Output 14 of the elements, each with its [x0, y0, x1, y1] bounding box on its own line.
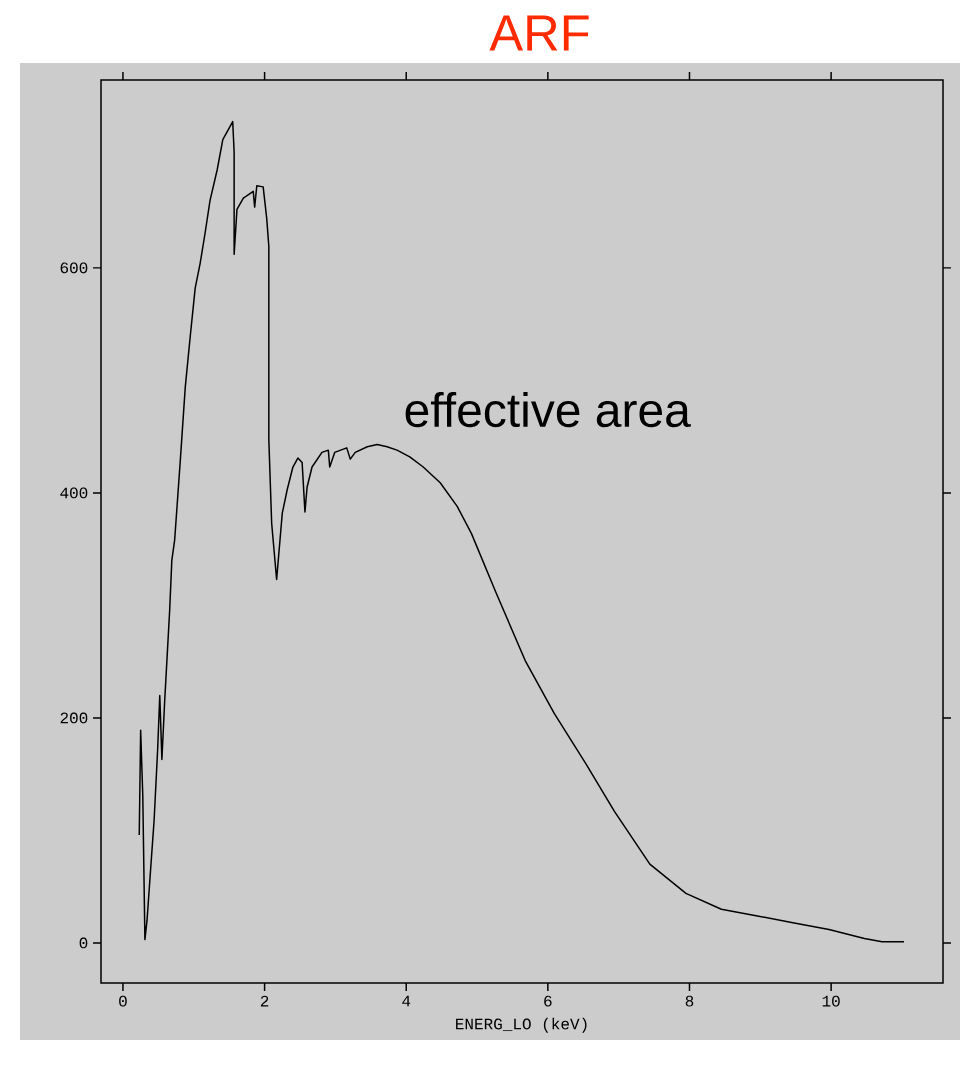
- x-tick-label: 8: [685, 995, 694, 1007]
- x-tick-label: 4: [402, 995, 411, 1007]
- x-tick-label: 0: [119, 995, 127, 1007]
- y-tick-label: 400: [60, 487, 88, 499]
- x-tick-label: 2: [260, 995, 269, 1007]
- y-tick-label: 200: [60, 712, 88, 724]
- y-tick-label: 0: [79, 937, 88, 949]
- x-tick-label: 10: [822, 995, 840, 1007]
- x-axis-title: ENERG_LO (keV): [456, 1017, 587, 1033]
- line-series: [138, 120, 905, 943]
- chart-title: ARF: [489, 15, 589, 51]
- y-tick-label: 600: [60, 262, 88, 274]
- annotation: effective area: [405, 391, 691, 428]
- x-tick-label: 6: [544, 995, 552, 1007]
